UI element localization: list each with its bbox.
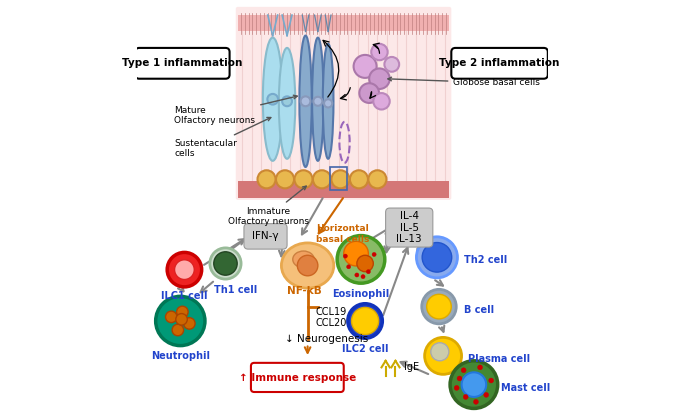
Text: IFN-γ: IFN-γ [252,232,279,241]
Circle shape [484,392,488,397]
Circle shape [450,361,498,408]
Text: Immature
Olfactory neurons: Immature Olfactory neurons [228,186,309,226]
Circle shape [461,368,466,373]
Text: Plasma cell: Plasma cell [468,354,530,364]
Text: ↑ Immune response: ↑ Immune response [238,372,356,383]
Text: B cell: B cell [464,304,494,314]
Circle shape [366,269,371,274]
Bar [238,181,449,198]
Bar [330,167,347,190]
Circle shape [210,248,241,279]
Circle shape [344,241,369,266]
Circle shape [301,96,310,106]
Circle shape [361,274,365,279]
Text: Neutrophil: Neutrophil [151,351,210,360]
Circle shape [297,255,318,276]
Circle shape [357,255,373,272]
Circle shape [369,170,386,188]
Text: NF-kB: NF-kB [287,286,322,296]
Text: ↓ Neurogenesis: ↓ Neurogenesis [285,335,369,344]
Circle shape [454,386,459,390]
Circle shape [427,294,451,319]
Circle shape [276,170,294,188]
Circle shape [373,93,390,110]
Ellipse shape [299,35,312,167]
Circle shape [351,307,379,335]
FancyBboxPatch shape [236,7,451,200]
Text: Th2 cell: Th2 cell [464,255,507,265]
Circle shape [422,289,456,324]
Text: ILC2 cell: ILC2 cell [342,344,388,353]
Circle shape [463,394,468,399]
Circle shape [184,318,195,329]
Circle shape [166,311,177,323]
Ellipse shape [312,37,323,161]
Circle shape [350,170,368,188]
Circle shape [416,237,458,278]
Text: Globose basal cells: Globose basal cells [388,77,540,87]
Text: Th1 cell: Th1 cell [214,285,258,295]
Ellipse shape [279,48,295,159]
Circle shape [384,57,399,72]
Circle shape [175,260,195,279]
Text: Mature
Olfactory neurons: Mature Olfactory neurons [174,95,297,125]
Circle shape [347,265,351,269]
Circle shape [177,306,188,318]
Circle shape [431,343,449,361]
Ellipse shape [263,37,282,161]
Circle shape [473,399,478,404]
Circle shape [282,96,292,106]
Circle shape [324,99,332,108]
Circle shape [348,304,382,338]
Bar [238,15,449,31]
Ellipse shape [292,251,314,268]
Text: CCL19
CCL20: CCL19 CCL20 [316,307,347,328]
Text: IgE: IgE [404,363,419,372]
Circle shape [372,253,376,257]
Circle shape [425,337,462,375]
Circle shape [360,83,379,103]
Text: ILC1 cell: ILC1 cell [161,291,208,302]
Text: Type 2 inflammation: Type 2 inflammation [439,59,560,68]
Circle shape [258,170,275,188]
Circle shape [332,170,349,188]
Circle shape [313,97,323,106]
Circle shape [155,296,205,346]
Circle shape [369,68,390,89]
Circle shape [337,236,385,283]
Circle shape [422,243,451,272]
Ellipse shape [323,44,334,159]
Circle shape [488,378,494,383]
Circle shape [176,314,187,325]
Circle shape [313,170,331,188]
Circle shape [477,365,482,370]
Circle shape [355,273,359,277]
Text: Sustentacular
cells: Sustentacular cells [174,117,271,158]
Ellipse shape [282,243,334,288]
Circle shape [267,94,278,105]
Circle shape [214,252,237,275]
FancyBboxPatch shape [251,363,344,392]
Circle shape [343,254,347,258]
Circle shape [167,253,201,287]
Text: Horizontal
basal cells: Horizontal basal cells [316,225,369,244]
Circle shape [172,324,184,336]
Text: Type 1 inflammation: Type 1 inflammation [122,59,242,68]
Text: IL-4
IL-5
IL-13: IL-4 IL-5 IL-13 [397,211,422,244]
Circle shape [371,44,388,60]
Circle shape [295,170,312,188]
FancyBboxPatch shape [386,208,433,247]
Circle shape [353,55,377,78]
FancyBboxPatch shape [451,48,548,79]
Text: Eosinophil: Eosinophil [332,289,390,299]
Circle shape [462,372,486,397]
Circle shape [457,376,462,381]
FancyBboxPatch shape [135,48,229,79]
Text: Mast cell: Mast cell [501,383,550,393]
FancyBboxPatch shape [244,224,287,249]
